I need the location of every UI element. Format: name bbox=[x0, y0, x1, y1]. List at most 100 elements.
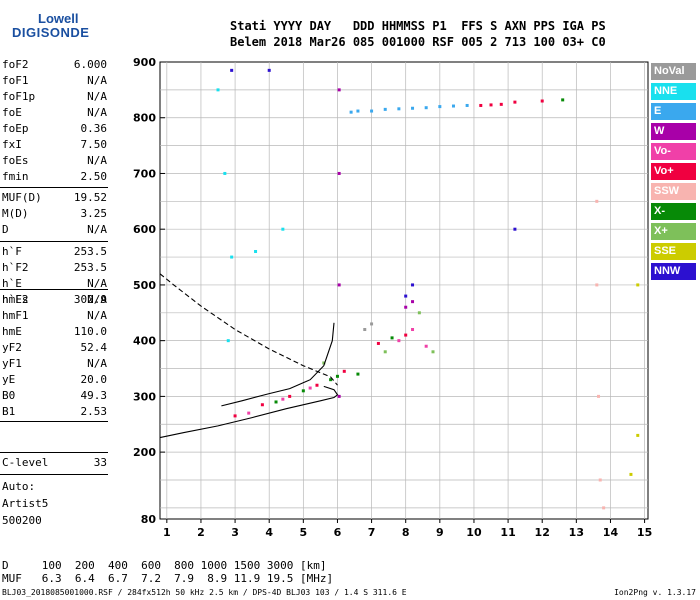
status-line: BLJ03_2018085001000.RSF / 284fx512h 50 k… bbox=[2, 588, 407, 597]
data-point bbox=[513, 227, 517, 231]
param-name: M(D) bbox=[2, 207, 29, 220]
chart-curves bbox=[159, 273, 339, 439]
data-point bbox=[397, 107, 401, 111]
param-value: N/A bbox=[87, 309, 107, 322]
data-point bbox=[602, 506, 606, 510]
data-point bbox=[595, 283, 599, 287]
separator bbox=[0, 474, 108, 475]
param-name: C-level bbox=[2, 456, 49, 469]
param-name: yF1 bbox=[2, 357, 22, 370]
y-tick-label: 800 bbox=[133, 112, 156, 125]
param-row: yF2 52.4 bbox=[2, 341, 107, 357]
data-point bbox=[451, 104, 455, 108]
data-point bbox=[404, 333, 408, 337]
y-tick-label: 700 bbox=[133, 167, 156, 180]
param-value: N/A bbox=[87, 277, 107, 290]
data-point bbox=[370, 109, 374, 113]
data-point bbox=[390, 336, 394, 340]
param-value: 253.5 bbox=[73, 245, 107, 258]
footer-muf-row: MUF 6.3 6.4 6.7 7.2 7.9 8.9 11.9 19.5 [M… bbox=[2, 572, 334, 585]
param-row: foEp 0.36 bbox=[2, 122, 107, 138]
x-tick-label: 15 bbox=[637, 526, 652, 539]
param-row: hmF1 N/A bbox=[2, 309, 107, 325]
data-point bbox=[431, 350, 435, 354]
version-label: Ion2Png v. 1.3.17 bbox=[614, 588, 696, 597]
param-value: 49.3 bbox=[80, 389, 108, 402]
x-tick-label: 7 bbox=[368, 526, 376, 539]
data-point bbox=[561, 98, 565, 102]
separator bbox=[0, 289, 108, 290]
data-point bbox=[411, 106, 415, 110]
param-row: C-level 33 bbox=[2, 456, 107, 472]
param-name: fmin bbox=[2, 170, 29, 183]
legend-item: SSW bbox=[651, 183, 696, 200]
legend-item: NoVal bbox=[651, 63, 696, 80]
param-row: h`F2 253.5 bbox=[2, 261, 107, 277]
param-row: hmE 110.0 bbox=[2, 325, 107, 341]
data-point bbox=[383, 107, 387, 111]
param-row: foF1 N/A bbox=[2, 74, 107, 90]
x-tick-label: 3 bbox=[231, 526, 239, 539]
param-row: B1 2.53 bbox=[2, 405, 107, 421]
header-values: Belem 2018 Mar26 085 001000 RSF 005 2 71… bbox=[230, 35, 606, 49]
data-point bbox=[337, 283, 341, 287]
legend-item: SSE bbox=[651, 243, 696, 260]
param-name: MUF(D) bbox=[2, 191, 42, 204]
y-tick-label: 80 bbox=[141, 513, 157, 526]
x-tick-label: 14 bbox=[603, 526, 619, 539]
param-row: MUF(D) 19.52 bbox=[2, 191, 107, 207]
param-name: B1 bbox=[2, 405, 16, 418]
param-row: D N/A bbox=[2, 223, 107, 239]
data-point bbox=[376, 341, 380, 345]
header-labels: Stati YYYY DAY DDD HHMMSS P1 FFS S AXN P… bbox=[230, 19, 606, 33]
data-point bbox=[424, 106, 428, 110]
param-name: fxI bbox=[2, 138, 22, 151]
x-tick-label: 13 bbox=[569, 526, 584, 539]
param-value: 0.36 bbox=[80, 122, 108, 135]
plot-frame bbox=[159, 61, 649, 520]
logo-digisonde: DIGISONDE bbox=[12, 25, 90, 40]
x-tick-label: 10 bbox=[466, 526, 482, 539]
param-value: N/A bbox=[87, 90, 107, 103]
logo-lowell: Lowell bbox=[38, 11, 79, 26]
param-value: N/A bbox=[87, 293, 107, 306]
data-point bbox=[315, 383, 319, 387]
param-row: hmF2 302.9 bbox=[2, 293, 107, 309]
param-value: N/A bbox=[87, 357, 107, 370]
param-name: foEp bbox=[2, 122, 29, 135]
param-name: D bbox=[2, 223, 9, 236]
data-point bbox=[349, 110, 353, 114]
y-tick-label: 900 bbox=[133, 56, 156, 69]
y-tick-label: 600 bbox=[133, 223, 156, 236]
x-tick-label: 6 bbox=[334, 526, 342, 539]
auto-label: Auto: bbox=[2, 480, 36, 493]
legend-item: X- bbox=[651, 203, 696, 220]
param-name: h`F bbox=[2, 245, 22, 258]
data-point bbox=[281, 397, 285, 401]
param-row: foEs N/A bbox=[2, 154, 107, 170]
param-name: hmE bbox=[2, 325, 22, 338]
param-value: 3.25 bbox=[80, 207, 108, 220]
param-name: h`Es bbox=[2, 293, 29, 306]
y-tick-label: 300 bbox=[133, 390, 156, 403]
param-name: h`F2 bbox=[2, 261, 29, 274]
param-value: 253.5 bbox=[73, 261, 107, 274]
legend-item: Vo- bbox=[651, 143, 696, 160]
param-row: foF1p N/A bbox=[2, 90, 107, 106]
data-point bbox=[337, 171, 341, 175]
data-point bbox=[335, 374, 339, 378]
data-point bbox=[274, 400, 278, 404]
profile-curve bbox=[159, 385, 339, 439]
data-point bbox=[438, 105, 442, 109]
param-value: N/A bbox=[87, 74, 107, 87]
legend-item: NNE bbox=[651, 83, 696, 100]
data-point bbox=[301, 389, 305, 393]
legend-item: NNW bbox=[651, 263, 696, 280]
data-point bbox=[267, 68, 271, 72]
x-tick-label: 1 bbox=[163, 526, 171, 539]
data-point bbox=[636, 283, 640, 287]
x-tick-label: 2 bbox=[197, 526, 205, 539]
param-name: yE bbox=[2, 373, 16, 386]
param-name: hmF2 bbox=[2, 293, 29, 306]
chart-points bbox=[216, 68, 640, 510]
